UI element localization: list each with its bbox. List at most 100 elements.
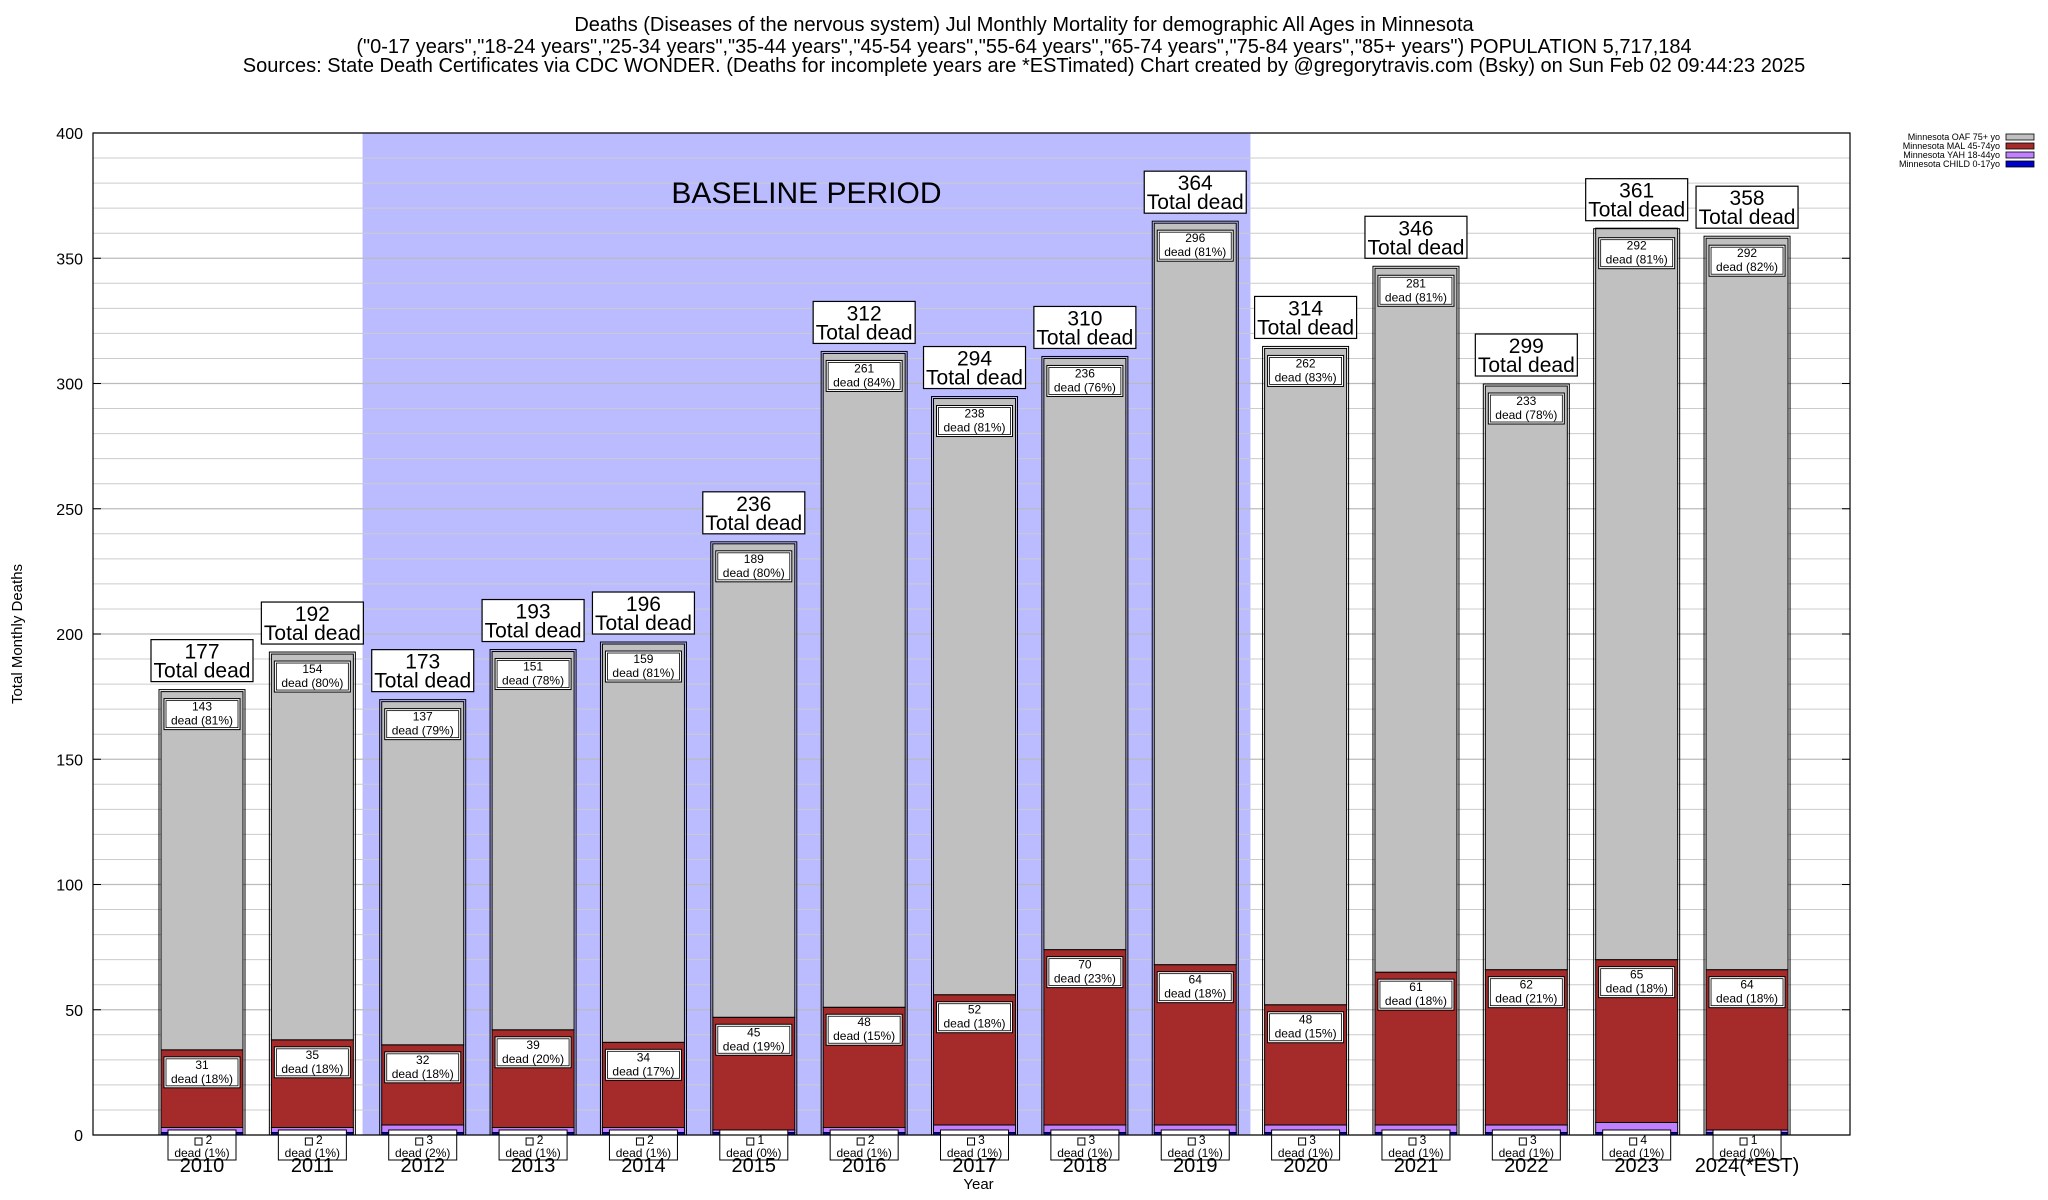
label-box-inner (275, 662, 349, 691)
label-value: 65 (1630, 968, 1644, 982)
label-percent: dead (1%) (285, 1146, 340, 1160)
bar-segment-oaf (1705, 237, 1789, 971)
label-value: 2 (647, 1133, 654, 1147)
label-percent: dead (1%) (1168, 1146, 1223, 1160)
label-box-inner (1489, 394, 1563, 423)
label-value: 281 (1406, 276, 1426, 290)
legend-swatch-yah (2005, 151, 2035, 159)
label-marker (1739, 1137, 1748, 1146)
label-value: 159 (633, 652, 653, 666)
label-box (1598, 237, 1676, 270)
label-value: 34 (637, 1050, 651, 1064)
label-box (273, 660, 351, 693)
x-tick-label: 2023 (1614, 1155, 1659, 1177)
label-marker (1077, 1137, 1086, 1146)
label-box (273, 1046, 351, 1079)
label-percent: dead (78%) (502, 674, 564, 688)
x-tick-label: 2024(*EST) (1695, 1155, 1800, 1177)
label-value: 52 (968, 1003, 982, 1017)
label-percent: dead (20%) (502, 1052, 564, 1066)
label-percent: dead (79%) (392, 724, 454, 738)
label-percent: dead (18%) (1606, 982, 1668, 996)
label-box-inner (827, 362, 901, 390)
label-value: 39 (526, 1038, 540, 1052)
label-value: 143 (192, 700, 212, 714)
label-box (384, 708, 462, 741)
x-tick-label: 2013 (511, 1155, 556, 1177)
label-box-inner (165, 700, 239, 729)
label-box (936, 1001, 1014, 1034)
total-text: Total dead (1257, 316, 1354, 339)
label-box-inner (165, 1058, 239, 1087)
y-tick-label: 350 (56, 251, 83, 268)
bar-segment-oaf (491, 651, 575, 1031)
total-box (1033, 305, 1137, 350)
label-box (1377, 274, 1455, 307)
label-marker (1408, 1137, 1417, 1146)
label-value: 64 (1189, 973, 1203, 987)
total-value: 193 (516, 601, 551, 624)
label-percent: dead (18%) (1716, 992, 1778, 1006)
total-text: Total dead (1588, 199, 1685, 222)
label-percent: dead (1%) (947, 1146, 1002, 1160)
label-box (715, 550, 793, 583)
label-box (1598, 966, 1676, 999)
label-box (163, 1056, 241, 1089)
label-value: 45 (747, 1025, 761, 1039)
baseline-period-label: BASELINE PERIOD (671, 177, 941, 210)
x-axis-title: Year (963, 1176, 993, 1193)
total-text: Total dead (264, 622, 361, 645)
label-percent: dead (78%) (1495, 408, 1557, 422)
y-tick-label: 0 (74, 1128, 83, 1145)
label-percent: dead (81%) (943, 421, 1005, 435)
y-tick-label: 50 (65, 1003, 83, 1020)
label-value: 2 (868, 1133, 875, 1147)
label-box-inner (938, 407, 1011, 435)
legend-label-mal: Minnesota MAL 45-74yo (1903, 141, 2000, 151)
total-value: 299 (1509, 335, 1544, 358)
x-tick-label: 2017 (952, 1155, 997, 1177)
legend-label-oaf: Minnesota OAF 75+ yo (1908, 132, 2000, 142)
label-box-inner (496, 660, 570, 688)
x-tick-label: 2022 (1504, 1155, 1549, 1177)
label-box-inner (938, 1003, 1011, 1032)
x-tick-label: 2010 (180, 1155, 225, 1177)
total-box (702, 491, 806, 535)
x-tick-label: 2016 (842, 1155, 887, 1177)
x-tick-label: 2019 (1173, 1155, 1218, 1177)
label-box (1046, 956, 1124, 989)
label-value: 35 (306, 1048, 320, 1062)
total-text: Total dead (485, 620, 582, 643)
total-value: 236 (736, 493, 771, 516)
label-marker (746, 1137, 755, 1146)
label-box (384, 1051, 462, 1084)
label-value: 292 (1737, 246, 1757, 260)
total-value: 310 (1067, 307, 1102, 330)
label-percent: dead (1%) (836, 1146, 891, 1160)
label-box-inner (386, 710, 460, 739)
label-percent: dead (18%) (281, 1062, 343, 1076)
label-box (936, 405, 1014, 438)
label-percent: dead (1%) (1388, 1146, 1443, 1160)
label-value: 3 (426, 1133, 433, 1147)
label-marker (304, 1137, 313, 1146)
label-box (1156, 229, 1234, 262)
label-percent: dead (17%) (612, 1064, 674, 1078)
label-marker (1629, 1137, 1638, 1146)
bar-segment-oaf (1595, 227, 1679, 961)
label-value: 2 (206, 1133, 213, 1147)
label-value: 154 (302, 662, 322, 676)
label-value: 296 (1185, 231, 1205, 245)
